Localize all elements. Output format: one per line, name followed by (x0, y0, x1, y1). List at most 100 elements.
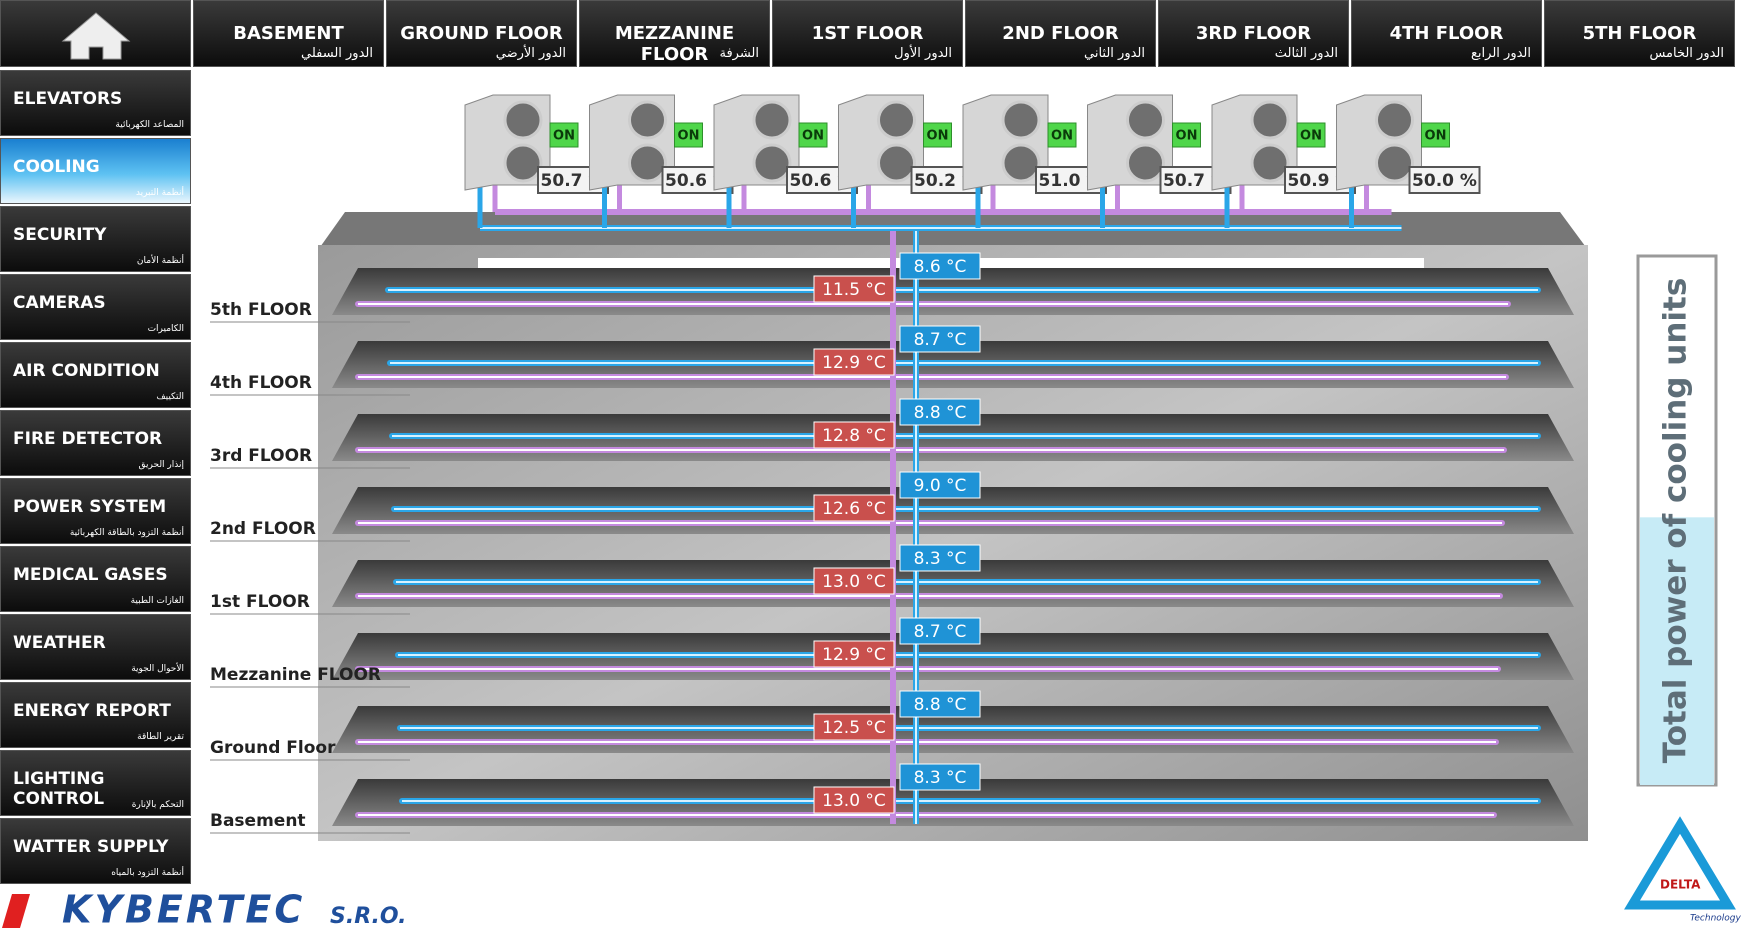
floor-interior (332, 779, 1574, 826)
unit-fan (503, 100, 543, 140)
menu-label: ENERGY REPORT (13, 701, 171, 721)
nav-label-ar: الدور الخامس (1649, 46, 1724, 61)
supply-temp: 8.7 °C (914, 622, 967, 642)
menu-button[interactable]: AIR CONDITION التكييف (0, 342, 191, 408)
unit-power: 50.6 % (790, 171, 855, 191)
nav-button[interactable]: 2ND FLOOR الدور الثاني (965, 0, 1156, 67)
menu-label-ar: الغازات الطبية (130, 596, 184, 606)
unit-power: 50.9 % (1288, 171, 1353, 191)
return-temp: 13.0 °C (822, 791, 886, 811)
floor-label: Basement (210, 811, 306, 831)
menu-label-ar: تقرير الطاقة (137, 732, 184, 742)
nav-label: 3RD FLOOR (1195, 23, 1312, 44)
menu-button[interactable]: POWER SYSTEM أنظمة التزود بالطاقة الكهربا… (0, 478, 191, 544)
power-box (1284, 166, 1356, 194)
logo-name: KYBERTEC (62, 888, 305, 931)
menu-label: COOLING (13, 157, 100, 177)
return-temp-box (813, 640, 895, 668)
nav-label-ar: الدور الثالث (1274, 46, 1338, 61)
nav-label: 1ST FLOOR (811, 23, 924, 44)
menu-button[interactable]: CAMERAS الكاميرات (0, 274, 191, 340)
unit-fan (1375, 143, 1414, 183)
nav-button[interactable]: MEZZANINE FLOOR الشرفة (579, 0, 770, 67)
nav-label: GROUND FLOOR (400, 23, 563, 44)
supply-temp: 9.0 °C (914, 476, 967, 496)
nav-label-ar: الدور السفلي (301, 46, 373, 61)
unit-fan (1250, 143, 1290, 183)
supply-temp: 8.3 °C (914, 768, 967, 788)
floor-interior (332, 268, 1574, 315)
menu-button[interactable]: WEATHER الأحوال الجوية (0, 614, 191, 680)
return-temp: 12.6 °C (822, 499, 886, 519)
menu-button[interactable]: LIGHTING CONTROL التحكم بالإنارة (0, 750, 191, 816)
unit-fan (628, 143, 667, 183)
status-box (798, 122, 828, 148)
unit-fan (877, 100, 916, 140)
logo-suffix: S.R.O. (330, 904, 406, 929)
unit-power: 50.6 % (665, 171, 730, 191)
unit-power: 50.7 % (541, 171, 606, 191)
nav-label-ar: الدور الثاني (1084, 46, 1145, 61)
gauge-fill (1640, 517, 1714, 785)
unit-fan (1126, 143, 1165, 183)
unit-power: 50.7 % (1163, 171, 1228, 191)
power-box (786, 166, 858, 194)
unit-fan (752, 100, 792, 140)
menu-label-ar: التكييف (156, 392, 184, 402)
menu-label-ar: التحكم بالإنارة (131, 800, 184, 810)
menu-button[interactable]: WATTER SUPPLY أنظمة التزود بالمياه (0, 818, 191, 884)
floor-label: 1st FLOOR (210, 592, 310, 612)
nav-button[interactable]: 5TH FLOOR الدور الخامس (1544, 0, 1735, 67)
nav-label: 4TH FLOOR (1389, 23, 1504, 44)
power-box (661, 166, 734, 194)
return-temp: 12.5 °C (822, 718, 886, 738)
top-nav: BASEMENT الدور السفلي GROUND FLOOR الدور ال… (0, 0, 1737, 67)
menu-label-ar: أنظمة الأمان (136, 256, 184, 266)
floor-label: 3rd FLOOR (210, 446, 312, 466)
nav-button[interactable]: 1ST FLOOR الدور الأول (772, 0, 963, 67)
menu-button[interactable]: FIRE DETECTOR إنذار الحريق (0, 410, 191, 476)
return-temp: 12.9 °C (822, 353, 886, 373)
supply-temp-box (899, 544, 981, 572)
unit-body (962, 94, 1049, 191)
nav-button[interactable]: GROUND FLOOR الدور الأرضي (386, 0, 577, 67)
unit-status: ON (1051, 129, 1073, 144)
unit-body (1211, 94, 1298, 191)
nav-button[interactable]: 3RD FLOOR الدور الثالث (1158, 0, 1349, 67)
floor-interior (332, 414, 1574, 461)
supply-temp-box (899, 398, 981, 426)
nav-label: MEZZANINE FLOOR (614, 23, 735, 65)
unit-fan (752, 143, 792, 183)
home-button[interactable] (0, 0, 191, 67)
unit-fan (1250, 100, 1290, 140)
menu-button[interactable]: MEDICAL GASES الغازات الطبية (0, 546, 191, 612)
supply-temp-box (899, 325, 981, 353)
return-temp-box (813, 421, 895, 449)
status-box (674, 122, 703, 148)
return-temp: 12.8 °C (822, 426, 886, 446)
menu-label-ar: أنظمة التزود بالطاقة الكهربائية (69, 528, 184, 538)
supply-temp-box (899, 690, 981, 718)
menu-label: MEDICAL GASES (13, 565, 168, 585)
status-box (923, 122, 952, 148)
nav-label: 5TH FLOOR (1582, 23, 1697, 44)
roof (318, 212, 1588, 250)
floor-label: 4th FLOOR (210, 373, 312, 393)
partner-sub: Technology (1690, 914, 1742, 924)
menu-button[interactable]: SECURITY أنظمة الأمان (0, 206, 191, 272)
floor-interior (332, 341, 1574, 388)
unit-body (1087, 94, 1173, 191)
unit-fan (877, 143, 916, 183)
menu-label: SECURITY (13, 225, 107, 245)
menu-button[interactable]: COOLING أنظمة التبريد (0, 138, 191, 204)
menu-button[interactable]: ELEVATORS المصاعد الكهربائية (0, 70, 191, 136)
nav-button[interactable]: 4TH FLOOR الدور الرابع (1351, 0, 1542, 67)
menu-button[interactable]: ENERGY REPORT تقرير الطاقة (0, 682, 191, 748)
status-box (549, 122, 579, 148)
menu-label-ar: إنذار الحريق (138, 460, 184, 470)
nav-button[interactable]: BASEMENT الدور السفلي (193, 0, 384, 67)
return-temp: 13.0 °C (822, 572, 886, 592)
return-temp-box (813, 348, 895, 376)
